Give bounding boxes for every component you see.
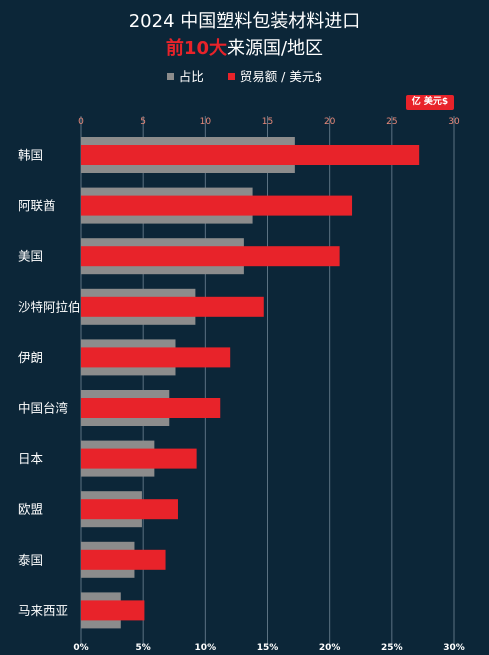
legend-swatch-share (166, 73, 174, 80)
top-axis-tick-label: 25 (386, 117, 397, 127)
chart-title-highlight: 前10大 (165, 38, 227, 59)
category-label: 马来西亚 (18, 603, 68, 618)
amount-bar (81, 145, 420, 165)
category-label: 泰国 (18, 552, 43, 567)
amount-bar (81, 246, 340, 267)
legend-item-share: 占比 (166, 66, 204, 85)
category-label: 美国 (18, 249, 43, 264)
category-label: 韩国 (18, 148, 43, 163)
bottom-axis-tick-label: 25% (381, 643, 403, 653)
amount-bar (81, 398, 221, 418)
legend-label-amount: 贸易额 / 美元$ (239, 69, 323, 84)
amount-bar (81, 549, 166, 570)
bottom-axis-tick-label: 15% (257, 643, 279, 653)
amount-bar (81, 195, 353, 216)
amount-bar (81, 448, 197, 469)
bottom-axis-tick-label: 20% (319, 643, 341, 653)
category-label: 中国台湾 (18, 401, 68, 416)
amount-bar (81, 347, 231, 368)
legend-item-amount: 贸易额 / 美元$ (227, 66, 323, 85)
amount-bar (81, 499, 178, 520)
category-label: 沙特阿拉伯 (18, 299, 81, 314)
legend-label-share: 占比 (178, 69, 204, 84)
top-axis-tick-label: 0 (78, 117, 84, 127)
legend-swatch-amount (227, 73, 235, 80)
unit-badge: 亿 美元$ (406, 95, 454, 110)
top-axis-tick-label: 5 (140, 117, 146, 127)
chart-title-rest: 来源国/地区 (226, 38, 324, 59)
chart-legend: 占比 贸易额 / 美元$ (0, 66, 489, 85)
top-axis-tick-label: 10 (200, 117, 212, 127)
amount-bar (81, 600, 145, 621)
category-label: 阿联酋 (18, 198, 56, 213)
top-axis-tick-label: 15 (262, 117, 273, 127)
amount-bar (81, 296, 264, 317)
bottom-axis-tick-label: 0% (73, 643, 88, 653)
category-label: 日本 (18, 451, 44, 466)
category-label: 欧盟 (18, 502, 43, 517)
top-axis-tick-label: 30 (448, 117, 460, 127)
chart-title-line1: 2024 中国塑料包装材料进口 (128, 11, 361, 32)
bottom-axis-tick-label: 5% (136, 643, 151, 653)
bottom-axis-tick-label: 30% (443, 643, 465, 653)
category-label: 伊朗 (18, 350, 43, 365)
bottom-axis-tick-label: 10% (195, 643, 217, 653)
top-axis-tick-label: 20 (324, 117, 336, 127)
chart-title-line2: 前10大来源国/地区 (0, 34, 489, 60)
